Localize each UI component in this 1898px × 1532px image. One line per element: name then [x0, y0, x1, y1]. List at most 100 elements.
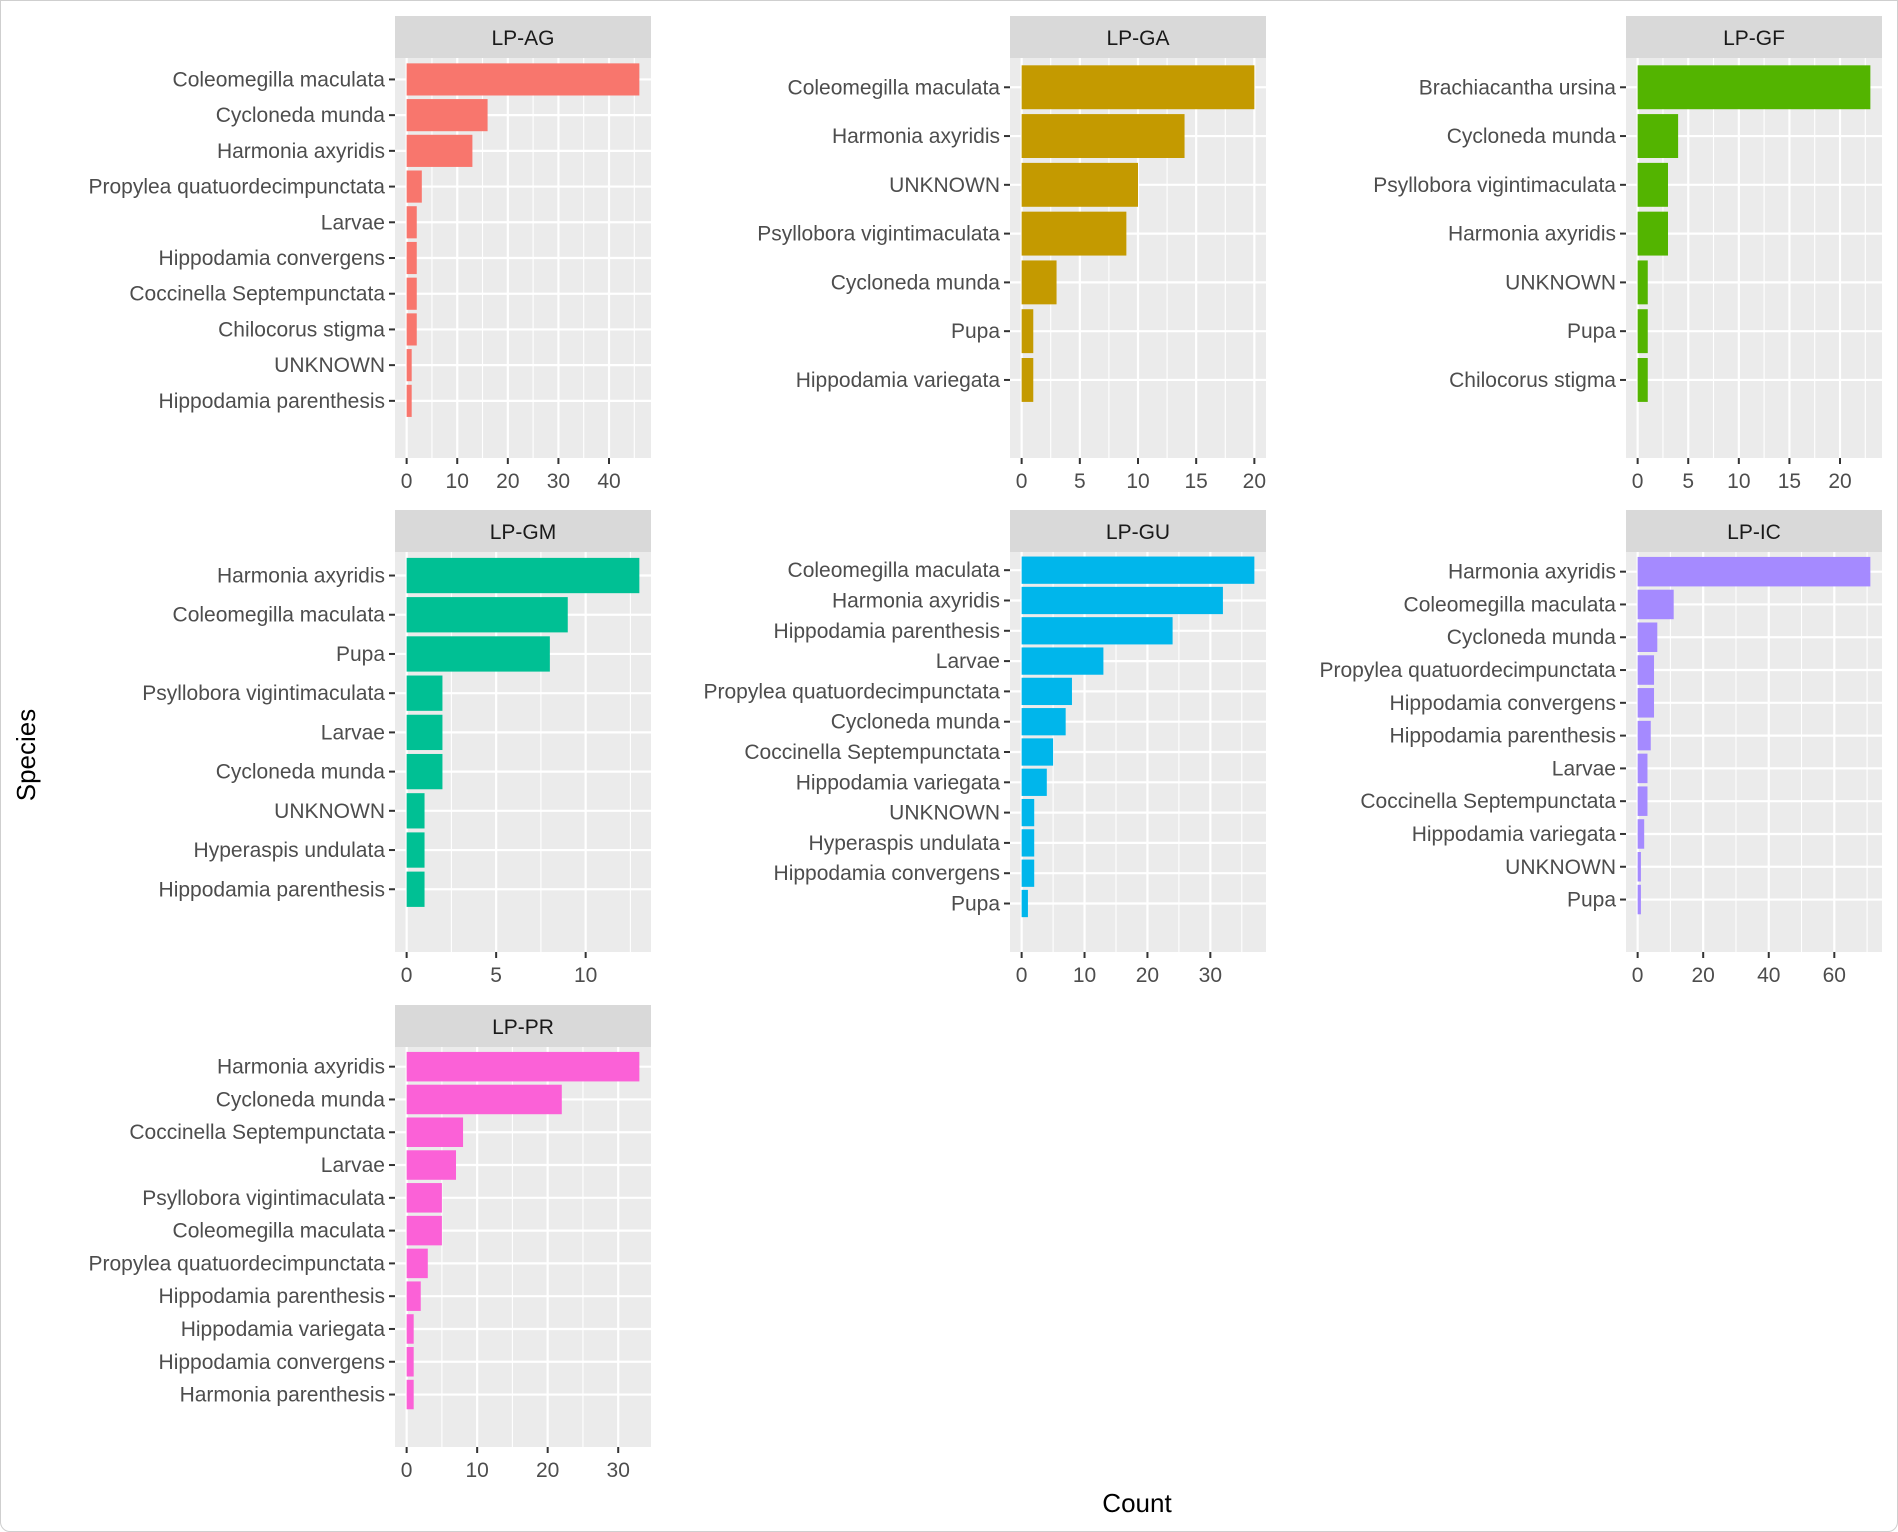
facet-strip [395, 16, 651, 58]
bar [406, 384, 412, 417]
bar [1637, 162, 1668, 207]
bar [406, 557, 640, 594]
y-tick-label: Pupa [336, 643, 385, 666]
bar [1637, 753, 1648, 784]
y-tick-label: Brachiacantha ursina [1419, 76, 1617, 99]
y-tick-label: Cycloneda munda [1447, 626, 1617, 649]
y-tick-label: Hippodamia parenthesis [1390, 725, 1616, 748]
y-tick-label: Hippodamia convergens [774, 862, 1000, 885]
y-tick-label: Psyllobora vigintimaculata [1373, 174, 1616, 197]
y-tick-label: Harmonia parenthesis [180, 1384, 385, 1407]
bar [1021, 708, 1066, 736]
x-tick-label: 40 [597, 470, 620, 493]
facet-strip [395, 1005, 651, 1047]
x-tick-label: 30 [607, 1459, 630, 1482]
y-tick-label: Hippodamia parenthesis [774, 620, 1000, 643]
bar [1637, 309, 1648, 354]
facet-strip [1626, 16, 1882, 58]
facet-strip-label: LP-GM [490, 521, 557, 544]
y-tick-label: Cycloneda munda [216, 104, 386, 127]
bar [406, 277, 417, 310]
bar [1021, 798, 1035, 827]
y-tick-label: Hyperaspis undulata [809, 832, 1001, 855]
y-tick-label: Cycloneda munda [831, 271, 1001, 294]
bar [1637, 211, 1668, 256]
facet-strip [395, 510, 651, 552]
bar [1637, 786, 1648, 816]
y-tick-label: Hippodamia variegata [1412, 823, 1617, 846]
bar [406, 206, 417, 239]
facet-panel-lp-ga: LP-GA Coleomegilla maculata Harmonia axyri… [757, 16, 1266, 493]
y-axis-title: Species [11, 709, 41, 802]
y-tick-label: Harmonia axyridis [832, 589, 1000, 612]
facet-panel-lp-ic: LP-IC Harmonia axyridis Coleomegilla macul… [1319, 510, 1882, 987]
y-tick-label: Harmonia axyridis [217, 565, 385, 588]
x-tick-label: 0 [1632, 964, 1644, 987]
y-tick-label: Psyllobora vigintimaculata [142, 1187, 385, 1210]
y-tick-label: Coccinella Septempunctata [129, 1121, 385, 1144]
y-tick-label: Pupa [1567, 889, 1616, 912]
bar [406, 313, 417, 346]
y-tick-label: Hippodamia variegata [796, 369, 1001, 392]
bar [1637, 884, 1641, 915]
y-tick-label: Propylea quatuordecimpunctata [88, 176, 385, 199]
facet-panel-lp-pr: LP-PR Harmonia axyridis Cycloneda munda Coc… [88, 1005, 651, 1482]
bar [1637, 622, 1658, 652]
x-tick-label: 20 [1828, 470, 1851, 493]
y-tick-label: Coleomegilla maculata [173, 604, 386, 627]
bar [1021, 768, 1047, 796]
bar [406, 793, 425, 829]
bar [1637, 65, 1871, 110]
x-tick-label: 5 [1682, 470, 1694, 493]
y-tick-label: Pupa [1567, 320, 1616, 343]
bar [1021, 114, 1185, 158]
y-tick-label: Larvae [1552, 757, 1616, 780]
bar [1637, 655, 1655, 685]
x-tick-label: 20 [1243, 470, 1266, 493]
x-tick-label: 10 [574, 964, 597, 987]
bar [406, 636, 550, 672]
bar [406, 1084, 562, 1115]
facet-strip-label: LP-GU [1106, 521, 1170, 544]
y-tick-label: Hippodamia convergens [159, 247, 385, 270]
y-tick-label: Coleomegilla maculata [788, 76, 1001, 99]
bar [1021, 309, 1034, 354]
x-tick-label: 40 [1757, 964, 1780, 987]
facet-panel-lp-gf: LP-GF Brachiacantha ursina Cycloneda munda… [1373, 16, 1882, 493]
bar [1021, 162, 1138, 207]
y-tick-label: UNKNOWN [889, 174, 1000, 197]
facet-strip [1010, 510, 1266, 552]
x-axis-title: Count [1102, 1488, 1172, 1518]
bar [406, 832, 425, 868]
y-tick-label: UNKNOWN [1505, 856, 1616, 879]
y-tick-label: Propylea quatuordecimpunctata [703, 680, 1000, 703]
bar [1021, 859, 1035, 887]
y-tick-label: Larvae [936, 650, 1000, 673]
bar [406, 753, 443, 790]
bar [1637, 556, 1871, 587]
y-tick-label: Coleomegilla maculata [173, 68, 386, 91]
bar [1637, 260, 1648, 305]
y-tick-label: Larvae [321, 1154, 385, 1177]
y-tick-label: Hippodamia convergens [1390, 692, 1616, 715]
bar [406, 675, 443, 711]
y-tick-label: Cycloneda munda [216, 761, 386, 784]
bar [1637, 819, 1645, 849]
y-tick-label: Hippodamia parenthesis [159, 1285, 385, 1308]
bar [406, 1051, 640, 1082]
bar [406, 714, 443, 751]
y-tick-label: Hippodamia variegata [181, 1318, 386, 1341]
bar [1021, 738, 1054, 766]
bar [406, 241, 417, 275]
y-tick-label: Chilocorus stigma [1449, 369, 1616, 392]
x-tick-label: 0 [401, 1459, 413, 1482]
y-tick-label: Coleomegilla maculata [788, 559, 1001, 582]
x-tick-label: 20 [1136, 964, 1159, 987]
x-tick-label: 30 [547, 470, 570, 493]
bar [406, 1117, 464, 1147]
facet-strip-label: LP-PR [492, 1016, 554, 1039]
facet-strip-label: LP-IC [1727, 521, 1781, 544]
y-tick-label: Propylea quatuordecimpunctata [1319, 659, 1616, 682]
facet-strip [1626, 510, 1882, 552]
